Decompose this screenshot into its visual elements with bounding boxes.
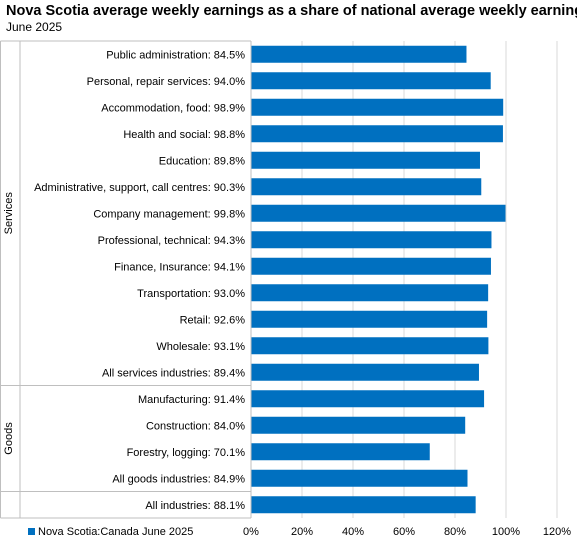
bar — [251, 257, 491, 275]
category-label: Construction: 84.0% — [146, 420, 245, 432]
bar — [251, 151, 480, 169]
chart-subtitle: June 2025 — [6, 20, 63, 34]
bar — [251, 125, 503, 143]
legend-label: Nova Scotia:Canada June 2025 — [38, 526, 193, 538]
bar — [251, 416, 466, 434]
chart-title: Nova Scotia average weekly earnings as a… — [6, 3, 577, 19]
x-tick-label: 80% — [444, 526, 466, 538]
category-label: Transportation: 93.0% — [137, 288, 245, 300]
category-label: All services industries: 89.4% — [102, 367, 245, 379]
x-tick-label: 20% — [291, 526, 313, 538]
bar — [251, 310, 488, 328]
category-label: Education: 89.8% — [159, 155, 245, 167]
category-label: Health and social: 98.8% — [123, 129, 245, 141]
category-label: Retail: 92.6% — [180, 314, 246, 326]
bar — [251, 231, 492, 249]
x-tick-label: 100% — [492, 526, 520, 538]
category-label: All industries: 88.1% — [145, 500, 245, 512]
category-label: Finance, Insurance: 94.1% — [114, 261, 245, 273]
category-label: Company management: 99.8% — [93, 208, 245, 220]
category-label: Wholesale: 93.1% — [156, 341, 245, 353]
category-label: Professional, technical: 94.3% — [98, 235, 246, 247]
bar — [251, 390, 485, 408]
category-label: Manufacturing: 91.4% — [138, 394, 245, 406]
category-label: All goods industries: 84.9% — [112, 473, 245, 485]
x-tick-label: 40% — [342, 526, 364, 538]
bar — [251, 284, 489, 302]
group-label: Goods — [3, 422, 15, 455]
bar — [251, 469, 468, 487]
x-tick-label: 60% — [393, 526, 415, 538]
bar — [251, 337, 489, 355]
bar — [251, 363, 479, 381]
x-tick-label: 120% — [543, 526, 571, 538]
category-label: Administrative, support, call centres: 9… — [34, 182, 245, 194]
group-label: Services — [3, 192, 15, 235]
category-label: Personal, repair services: 94.0% — [87, 76, 246, 88]
legend-swatch — [28, 528, 35, 535]
category-label: Accommodation, food: 98.9% — [101, 102, 245, 114]
bar — [251, 443, 430, 461]
bar — [251, 45, 467, 63]
bar — [251, 72, 491, 90]
category-label: Public administration: 84.5% — [106, 49, 245, 61]
bar — [251, 204, 506, 222]
bar — [251, 496, 476, 514]
bar — [251, 98, 504, 116]
category-label: Forestry, logging: 70.1% — [127, 447, 246, 459]
x-tick-label: 0% — [243, 526, 259, 538]
bar — [251, 178, 482, 196]
